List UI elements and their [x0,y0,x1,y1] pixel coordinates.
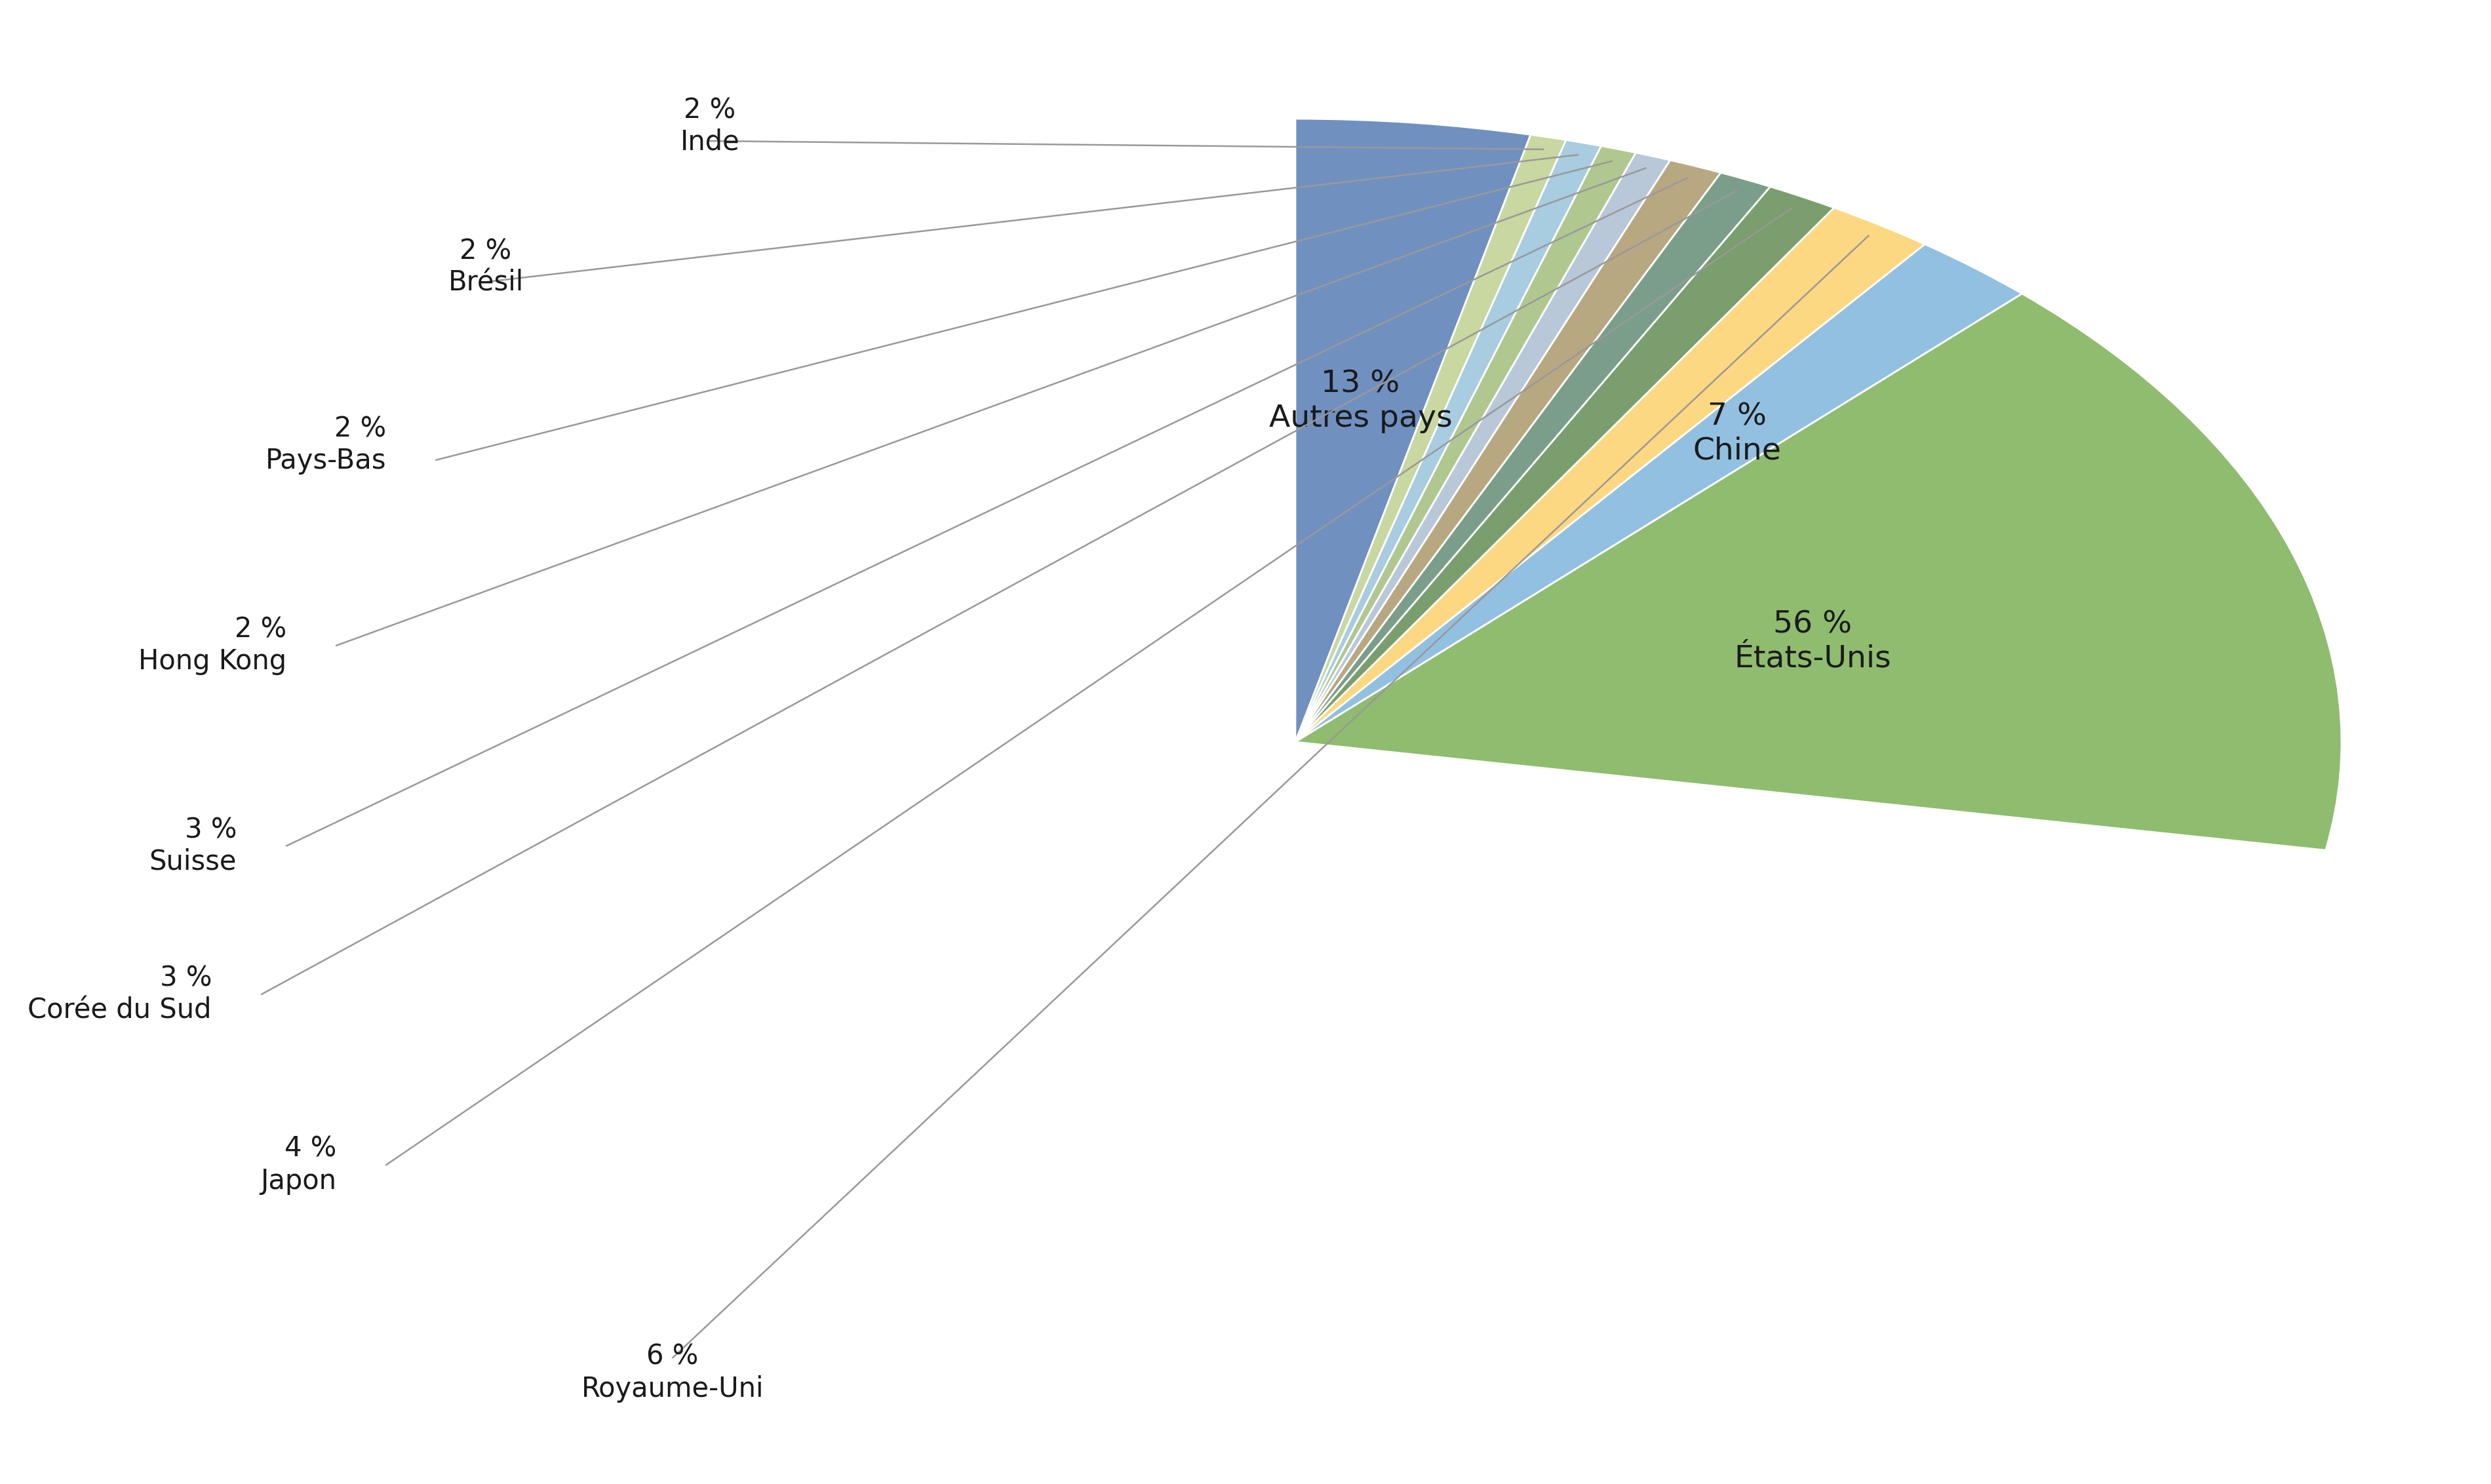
Wedge shape [1295,245,2023,742]
Wedge shape [1295,172,1771,742]
Text: 7 %
Chine: 7 % Chine [1694,402,1781,466]
Wedge shape [1295,153,1671,742]
Wedge shape [1295,145,1637,742]
Text: 2 %
Hong Kong: 2 % Hong Kong [137,616,286,675]
Text: 4 %
Japon: 4 % Japon [259,1135,336,1195]
Wedge shape [1295,119,1529,742]
Text: 6 %
Royaume-Uni: 6 % Royaume-Uni [580,1343,765,1402]
Text: 2 %
Inde: 2 % Inde [680,96,740,156]
Text: 3 %
Corée du Sud: 3 % Corée du Sud [27,965,212,1024]
Wedge shape [1295,139,1602,742]
Text: 3 %
Suisse: 3 % Suisse [149,816,237,876]
Wedge shape [1295,294,2342,850]
Text: 56 %
États-Unis: 56 % États-Unis [1734,610,1891,674]
Text: 2 %
Pays-Bas: 2 % Pays-Bas [264,416,386,475]
Wedge shape [1295,187,1833,742]
Wedge shape [1295,135,1567,742]
Text: 13 %
Autres pays: 13 % Autres pays [1268,370,1452,433]
Wedge shape [1295,160,1721,742]
Text: 2 %
Brésil: 2 % Brésil [448,237,523,297]
Wedge shape [1295,208,1926,742]
